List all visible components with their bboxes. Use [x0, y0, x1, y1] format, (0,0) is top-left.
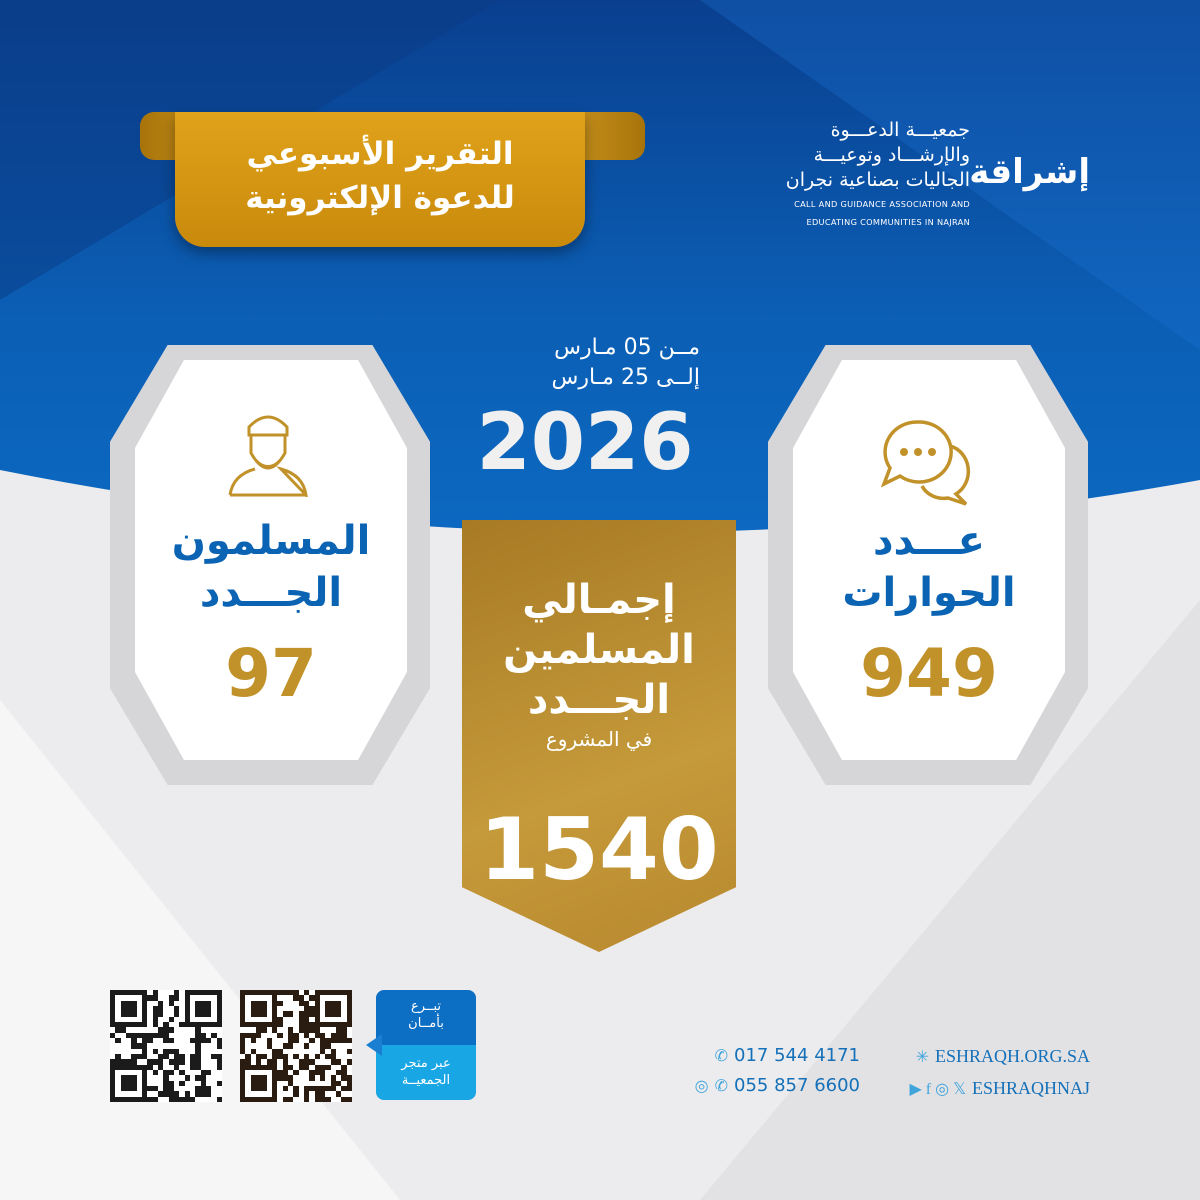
phone-1[interactable]: 017 544 4171 — [734, 1045, 860, 1066]
new-muslims-value: 97 — [225, 635, 317, 712]
dialogues-card — [793, 360, 1065, 760]
website-link[interactable]: ESHRAQH.ORG.SA — [934, 1046, 1090, 1066]
org-name-en-1: CALL AND GUIDANCE ASSOCIATION AND — [794, 199, 970, 209]
org-name-en-2: EDUCATING COMMUNITIES IN NAJRAN — [806, 217, 970, 227]
title-ribbon — [175, 112, 585, 247]
org-name-ar-1: جمعيـــة الدعـــوة — [830, 119, 970, 141]
phone-2[interactable]: 055 857 6600 — [734, 1075, 860, 1096]
cursor-click-icon: ✳ — [915, 1049, 929, 1066]
total-subtitle: في المشروع — [545, 727, 653, 751]
date-from: مــن 05 مـارس — [554, 335, 700, 360]
phones: ✆ 017 544 4171 ◎ ✆ 055 857 6600 — [690, 1041, 860, 1101]
total-value: 1540 — [479, 800, 719, 900]
org-name: جمعيـــة الدعـــوة والإرشـــاد وتوعيـــة… — [770, 118, 970, 229]
org-name-ar-3: الجاليات بصناعية نجران — [785, 169, 970, 191]
report-title: التقرير الأسبوعي للدعوة الإلكترونية — [175, 132, 585, 220]
report-title-line1: التقرير الأسبوعي — [246, 136, 514, 172]
social-handle[interactable]: ESHRAQHNAJ — [971, 1078, 1090, 1098]
youtube-facebook-instagram-x-icons: ▶ f ◎ 𝕏 — [909, 1081, 966, 1098]
total-title: إجمـالي المسلمين الجـــدد — [503, 577, 695, 723]
qr-code-1[interactable] — [110, 990, 222, 1102]
whatsapp-icon: ◎ — [694, 1076, 709, 1095]
new-muslims-card — [135, 360, 407, 760]
chat-bubbles-icon — [880, 420, 971, 506]
logo: إشراقة — [969, 152, 1090, 192]
dialogues-value: 949 — [860, 635, 998, 712]
donate-badge[interactable]: تبــرع بأمــان عبر متجر الجمعيــة — [376, 990, 476, 1100]
year: 2026 — [476, 398, 694, 488]
report-title-line2: للدعوة الإلكترونية — [245, 180, 515, 216]
phone-icon: ✆ — [714, 1076, 729, 1095]
web-links: ✳ ESHRAQH.ORG.SA ▶ f ◎ 𝕏 ESHRAQHNAJ — [880, 1041, 1091, 1105]
man-avatar-icon — [228, 415, 308, 497]
arrow-left-icon — [366, 1034, 382, 1056]
total-banner — [462, 520, 736, 952]
org-name-ar-2: والإرشـــاد وتوعيـــة — [813, 144, 970, 166]
dialogues-title: عـــدد الحوارات — [842, 518, 1016, 616]
phone-icon: ✆ — [714, 1046, 729, 1065]
date-to: إلــى 25 مـارس — [551, 365, 700, 390]
new-muslims-title: المسلمون الجـــدد — [171, 518, 371, 616]
qr-code-2[interactable] — [240, 990, 352, 1102]
date-range: مــن 05 مـارس إلــى 25 مـارس — [470, 333, 700, 393]
